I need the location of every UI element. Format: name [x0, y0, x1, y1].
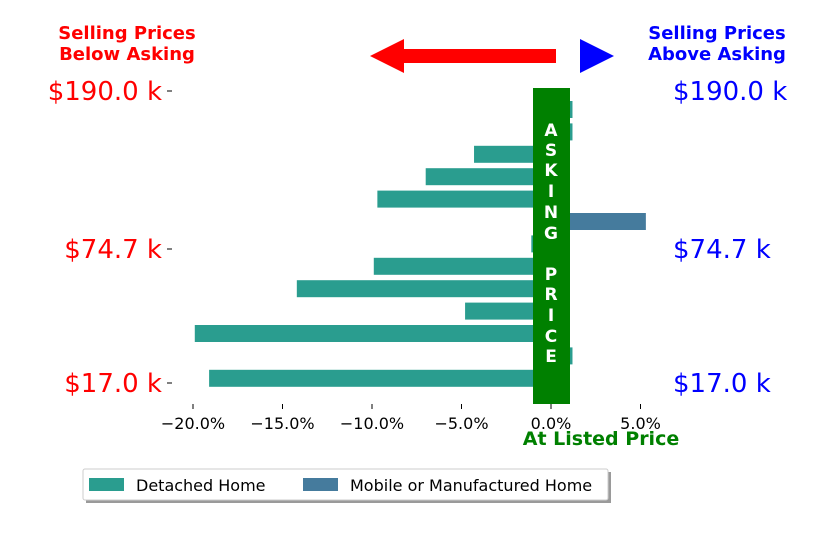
asking-price-letter: P: [545, 265, 557, 285]
asking-price-letter: I: [548, 182, 554, 202]
bar-detached: [373, 257, 551, 275]
legend-box: [82, 468, 609, 501]
asking-price-letter: N: [544, 203, 558, 223]
x-tick-label: −15.0%: [250, 414, 314, 433]
left-y-label: $74.7 k: [64, 235, 162, 265]
x-axis-label: At Listed Price: [523, 428, 679, 450]
bar-mobile: [551, 213, 646, 230]
bar-detached: [465, 302, 551, 320]
bar-detached: [194, 325, 552, 342]
bar-detached: [209, 369, 552, 387]
right-title-line-2: Above Asking: [648, 44, 786, 65]
asking-price-letter: A: [544, 121, 558, 141]
legend-label-detached: Detached Home: [136, 476, 266, 495]
left-title-line-2: Below Asking: [59, 44, 195, 65]
legend-swatch-mobile: [303, 478, 338, 491]
right-arrow-icon: [580, 39, 614, 73]
x-tick-label: −20.0%: [161, 414, 225, 433]
bar-detached: [296, 280, 551, 298]
left-title-line-1: Selling Prices: [58, 23, 195, 44]
left-y-label: $17.0 k: [64, 369, 162, 399]
bar-detached: [377, 190, 551, 208]
asking-price-letter: I: [548, 306, 554, 326]
right-y-label: $190.0 k: [673, 77, 787, 107]
right-y-label: $17.0 k: [673, 369, 771, 399]
left-y-label: $190.0 k: [48, 77, 162, 107]
right-y-label: $74.7 k: [673, 235, 771, 265]
asking-price-column: [533, 88, 570, 404]
bar-detached: [474, 145, 551, 163]
asking-price-letter: G: [544, 224, 558, 244]
asking-price-letter: K: [544, 161, 558, 181]
right-title-line-1: Selling Prices: [648, 23, 785, 44]
x-tick-label: 5.0%: [620, 414, 661, 433]
x-tick-label: −5.0%: [434, 414, 488, 433]
left-arrow-icon: [370, 39, 556, 73]
legend-label-mobile: Mobile or Manufactured Home: [350, 476, 592, 495]
bar-detached: [425, 168, 551, 186]
x-tick-label: 0.0%: [531, 414, 572, 433]
asking-price-letter: R: [544, 285, 557, 305]
asking-price-letter: S: [545, 141, 557, 161]
asking-price-letter: E: [545, 347, 557, 367]
x-tick-label: −10.0%: [340, 414, 404, 433]
legend-swatch-detached: [89, 478, 124, 491]
asking-price-letter: C: [545, 327, 557, 347]
